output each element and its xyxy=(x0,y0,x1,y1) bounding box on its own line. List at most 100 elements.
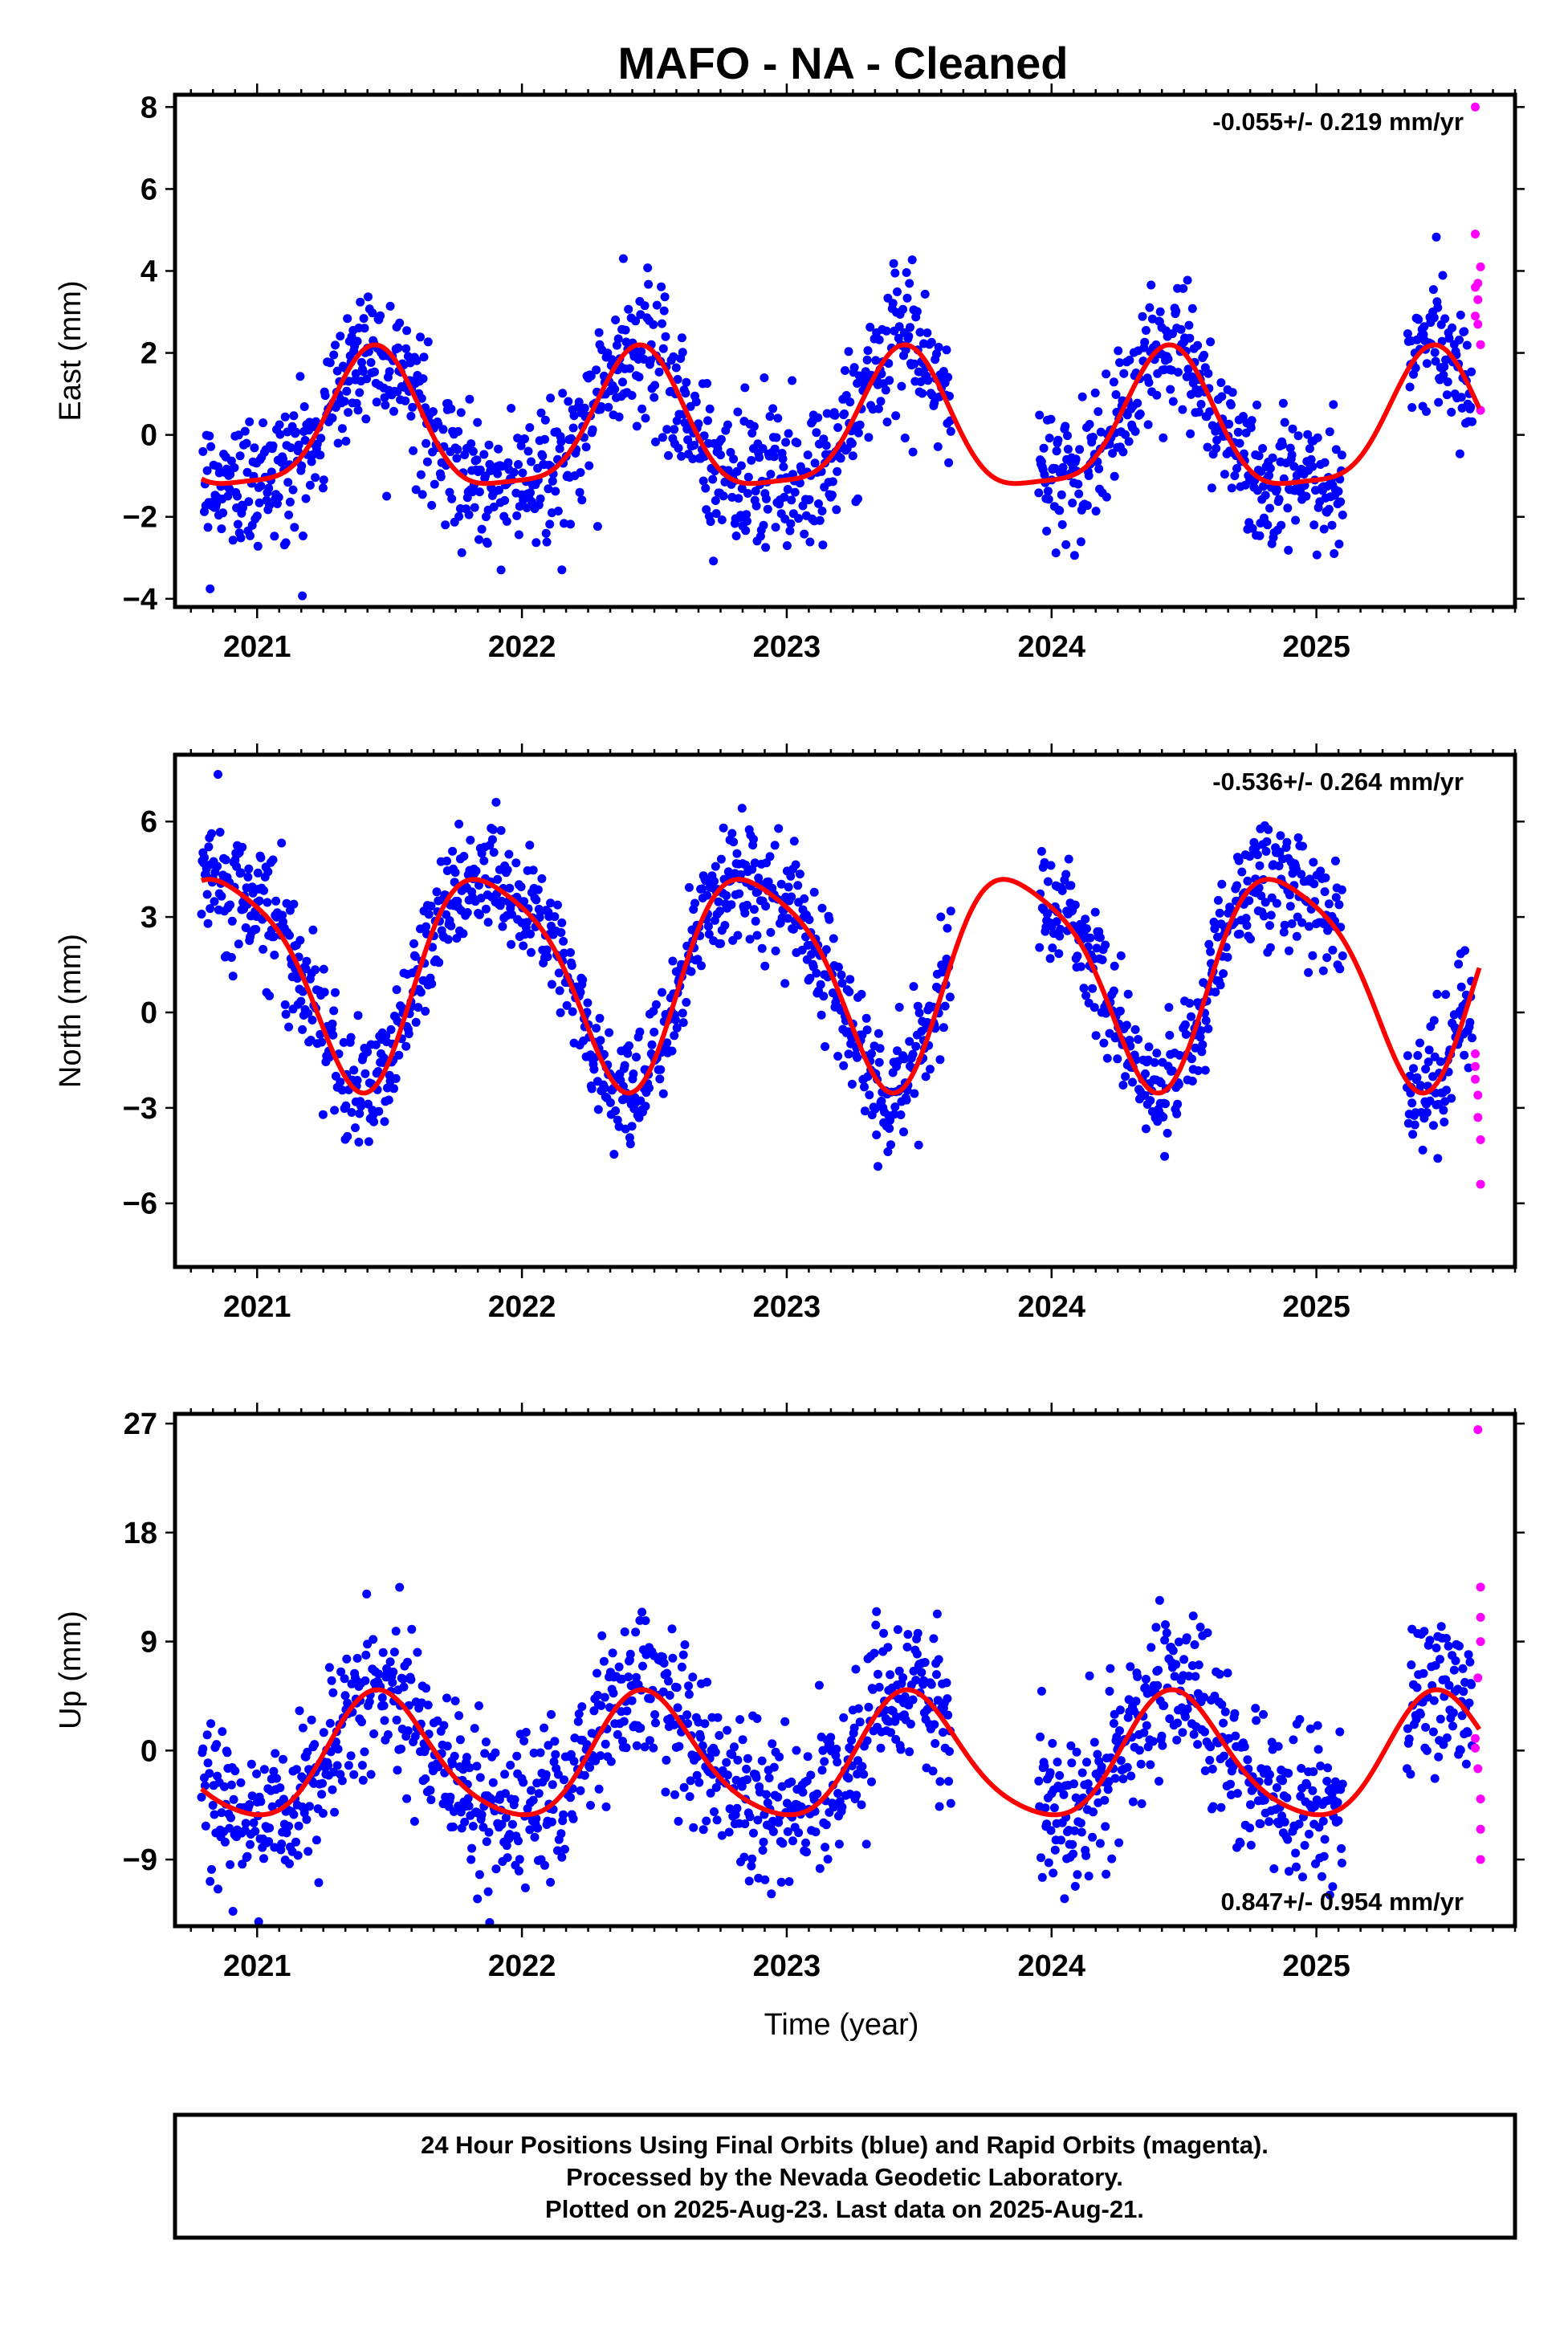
final-point xyxy=(254,1917,263,1926)
final-point xyxy=(686,1776,695,1786)
final-point xyxy=(1266,910,1276,920)
final-point xyxy=(253,541,263,551)
final-point xyxy=(1128,1797,1138,1807)
final-point xyxy=(519,1778,528,1787)
final-point xyxy=(823,1855,833,1864)
final-point xyxy=(269,932,279,942)
final-point xyxy=(1076,962,1085,972)
final-point xyxy=(659,1659,669,1668)
final-point xyxy=(1440,1118,1449,1126)
final-point xyxy=(1195,1033,1205,1042)
final-point xyxy=(885,1124,894,1133)
final-point xyxy=(289,1810,299,1819)
final-point xyxy=(360,1747,369,1757)
final-point xyxy=(747,1861,756,1871)
final-point xyxy=(1141,1674,1151,1684)
final-point xyxy=(1089,433,1098,442)
final-point xyxy=(494,444,503,454)
final-point xyxy=(886,1670,895,1680)
final-point xyxy=(1313,433,1322,442)
final-point xyxy=(202,890,212,899)
final-point xyxy=(392,1715,401,1725)
final-point xyxy=(406,411,416,421)
final-point xyxy=(391,1073,401,1083)
final-point xyxy=(1146,1643,1156,1652)
final-point xyxy=(366,358,376,367)
final-point xyxy=(206,904,215,914)
final-point xyxy=(442,1741,452,1751)
final-point xyxy=(751,1773,761,1782)
x-tick-label: 2023 xyxy=(753,630,821,664)
final-point xyxy=(1090,388,1100,397)
final-point xyxy=(1160,1635,1170,1645)
final-point xyxy=(1082,501,1092,511)
final-point xyxy=(285,1859,294,1868)
final-point xyxy=(1171,1660,1181,1669)
final-point xyxy=(792,1745,801,1755)
final-point xyxy=(389,406,398,416)
final-point xyxy=(1170,1672,1179,1681)
final-point xyxy=(372,397,381,407)
final-point xyxy=(1073,951,1082,961)
final-point xyxy=(556,1008,565,1017)
final-point xyxy=(1318,966,1328,976)
final-point xyxy=(905,279,914,288)
final-point xyxy=(526,488,536,498)
final-point xyxy=(481,512,491,522)
final-point xyxy=(432,887,442,897)
final-point xyxy=(881,385,890,395)
final-point xyxy=(531,538,541,548)
final-point xyxy=(761,902,771,911)
final-point xyxy=(766,927,776,937)
y-axis-label: Up (mm) xyxy=(54,1611,88,1729)
final-point xyxy=(611,316,621,324)
final-point xyxy=(780,979,790,988)
final-point xyxy=(280,412,290,422)
final-point xyxy=(883,1643,893,1652)
final-point xyxy=(1212,444,1221,453)
final-point xyxy=(1439,1740,1448,1750)
final-point xyxy=(568,423,578,433)
final-point xyxy=(1293,431,1303,441)
final-point xyxy=(1236,1839,1245,1848)
final-point xyxy=(815,515,825,525)
final-point xyxy=(650,1710,660,1719)
final-point xyxy=(226,900,235,910)
final-point xyxy=(876,1743,886,1753)
final-point xyxy=(920,1658,930,1667)
final-point xyxy=(1443,377,1452,387)
final-point xyxy=(1243,876,1252,886)
final-point xyxy=(662,1668,672,1678)
final-point xyxy=(596,1036,605,1045)
final-point xyxy=(1219,1718,1228,1728)
final-point xyxy=(374,1106,384,1116)
final-point xyxy=(328,413,337,423)
final-point xyxy=(1419,1627,1429,1636)
final-point xyxy=(1109,986,1118,996)
final-point xyxy=(794,514,804,523)
final-point xyxy=(528,1795,538,1805)
final-point xyxy=(713,1713,723,1722)
final-point xyxy=(278,910,287,920)
final-point xyxy=(245,417,255,426)
final-point xyxy=(601,1802,611,1811)
final-point xyxy=(1077,1768,1087,1778)
final-point xyxy=(679,1782,689,1792)
final-point xyxy=(289,899,299,909)
final-point xyxy=(536,408,546,418)
final-point xyxy=(882,326,891,336)
final-point xyxy=(761,543,771,552)
final-point xyxy=(624,304,633,314)
final-point xyxy=(1130,426,1140,436)
final-point xyxy=(412,356,422,365)
final-point xyxy=(658,1089,668,1098)
final-point xyxy=(1232,1789,1242,1798)
x-tick-label: 2023 xyxy=(753,1290,821,1324)
final-point xyxy=(347,1108,356,1117)
final-point xyxy=(819,992,829,1001)
final-point xyxy=(1118,447,1128,457)
final-point xyxy=(1055,506,1065,515)
final-point xyxy=(1141,326,1151,335)
final-point xyxy=(813,413,823,422)
final-point xyxy=(717,515,727,524)
